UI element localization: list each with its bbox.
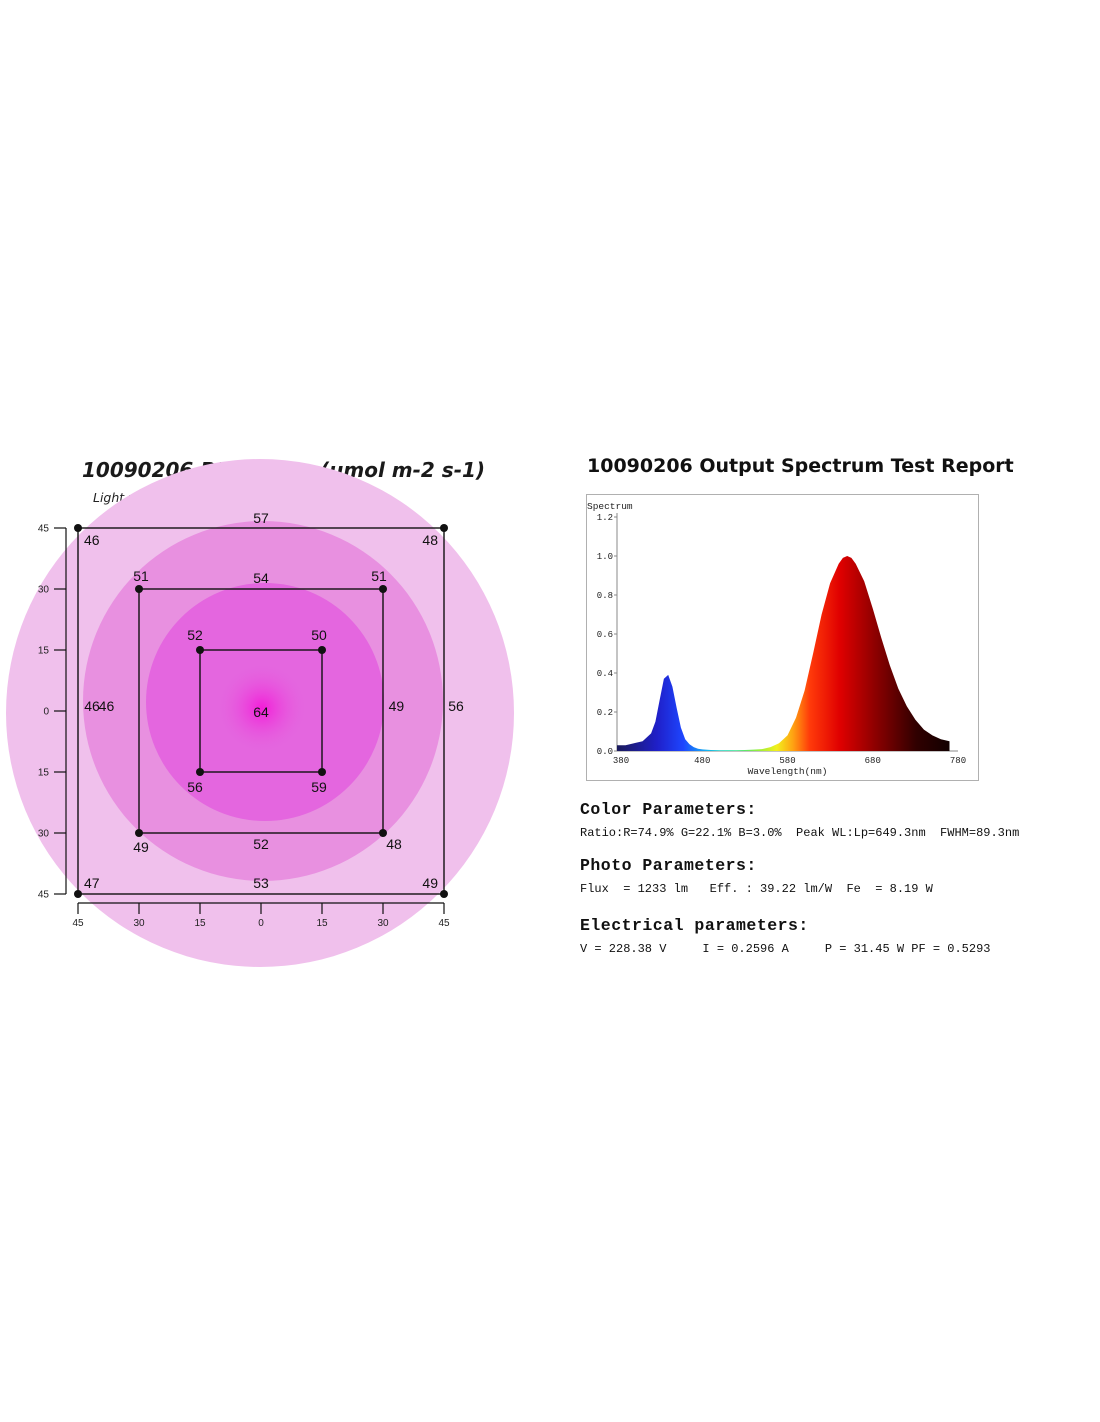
center-hotspot [216, 662, 308, 754]
par-value-label: 46 [84, 698, 100, 714]
measure-point [318, 768, 326, 776]
spectrum-x-tick-label: 480 [694, 756, 710, 766]
color-parameters-values: Ratio:R=74.9% G=22.1% B=3.0% Peak WL:Lp=… [580, 826, 1020, 840]
y-tick-label: 45 [38, 524, 50, 535]
y-tick-label: 30 [38, 585, 50, 596]
y-tick-label: 15 [38, 646, 50, 657]
color-parameters-heading: Color Parameters: [580, 800, 757, 819]
par-value-label: 51 [133, 568, 149, 584]
par-value-label: 48 [422, 532, 438, 548]
photo-parameters: Photo Parameters: Flux = 1233 lm Eff. : … [580, 856, 1100, 896]
measure-point [318, 646, 326, 654]
par-value-label: 52 [253, 836, 269, 852]
y-tick-label: 45 [38, 890, 50, 901]
x-tick-label: 45 [438, 918, 450, 929]
color-parameters: Color Parameters: Ratio:R=74.9% G=22.1% … [580, 800, 1100, 840]
x-tick-label: 30 [133, 918, 145, 929]
measure-point [440, 890, 448, 898]
par-chart: 45 30 15 0 15 30 45 45 30 15 0 15 30 45 64 52 50 56 59 51 54… [6, 459, 514, 967]
measure-point [379, 829, 387, 837]
measure-point [135, 829, 143, 837]
spectrum-y-tick-label: 1.0 [597, 552, 613, 562]
electrical-parameters-values: V = 228.38 V I = 0.2596 A P = 31.45 W PF… [580, 942, 991, 956]
spectrum-x-tick-label: 380 [613, 756, 629, 766]
measure-point [440, 524, 448, 532]
par-value-label: 49 [389, 698, 405, 714]
spectrum-x-label: Wavelength(nm) [748, 766, 828, 777]
x-tick-label: 0 [258, 918, 264, 929]
measure-point [196, 646, 204, 654]
par-value-label: 53 [253, 875, 269, 891]
measure-point [135, 585, 143, 593]
spectrum-x-tick-label: 680 [865, 756, 881, 766]
par-value-label: 48 [386, 836, 402, 852]
par-value-label: 56 [187, 779, 203, 795]
y-tick-label: 30 [38, 829, 50, 840]
measure-point [196, 768, 204, 776]
par-value-label: 51 [371, 568, 387, 584]
x-tick-label: 30 [377, 918, 389, 929]
spectrum-y-tick-label: 0.8 [597, 591, 613, 601]
grid-square-30 [138, 588, 384, 834]
spectrum-y-tick-label: 0.4 [597, 669, 613, 679]
par-value-label: 49 [133, 839, 149, 855]
x-tick-label: 15 [316, 918, 328, 929]
spectrum-chart: 0.0 0.2 0.4 0.6 0.8 1.0 1.2 380 480 580 680 780 Spec… [586, 494, 979, 781]
par-value-label: 52 [187, 627, 203, 643]
x-tick-label: 15 [194, 918, 206, 929]
par-value-label: 64 [253, 704, 269, 720]
electrical-parameters: Electrical parameters: V = 228.38 V I = … [580, 916, 1100, 956]
par-value-label: 57 [253, 510, 269, 526]
spectrum-y-tick-label: 0.0 [597, 747, 613, 757]
grid-square-15 [199, 649, 323, 773]
y-tick-label: 0 [43, 707, 49, 718]
spectrum-y-label: Spectrum [587, 501, 633, 512]
par-value-label: 50 [311, 627, 327, 643]
measure-point [74, 524, 82, 532]
spectrum-x-tick-label: 780 [950, 756, 966, 766]
par-value-label: 49 [422, 875, 438, 891]
electrical-parameters-heading: Electrical parameters: [580, 916, 809, 935]
photo-parameters-heading: Photo Parameters: [580, 856, 757, 875]
par-value-label: 56 [448, 698, 464, 714]
par-value-label: 46 [99, 698, 115, 714]
spectrum-x-tick-label: 580 [779, 756, 795, 766]
y-tick-label: 15 [38, 768, 50, 779]
par-value-label: 47 [84, 875, 100, 891]
spectrum-chart-title: 10090206 Output Spectrum Test Report [587, 455, 1014, 477]
measure-point [379, 585, 387, 593]
photo-parameters-values: Flux = 1233 lm Eff. : 39.22 lm/W Fe = 8.… [580, 882, 933, 896]
par-value-label: 54 [253, 570, 269, 586]
spectrum-y-tick-label: 1.2 [597, 513, 613, 523]
par-value-label: 46 [84, 532, 100, 548]
par-value-label: 59 [311, 779, 327, 795]
x-tick-label: 45 [72, 918, 84, 929]
spectrum-y-tick-label: 0.6 [597, 630, 613, 640]
spectrum-y-tick-label: 0.2 [597, 708, 613, 718]
spectrum-area [617, 556, 950, 751]
measure-point [74, 890, 82, 898]
grid-square-45 [77, 527, 445, 895]
